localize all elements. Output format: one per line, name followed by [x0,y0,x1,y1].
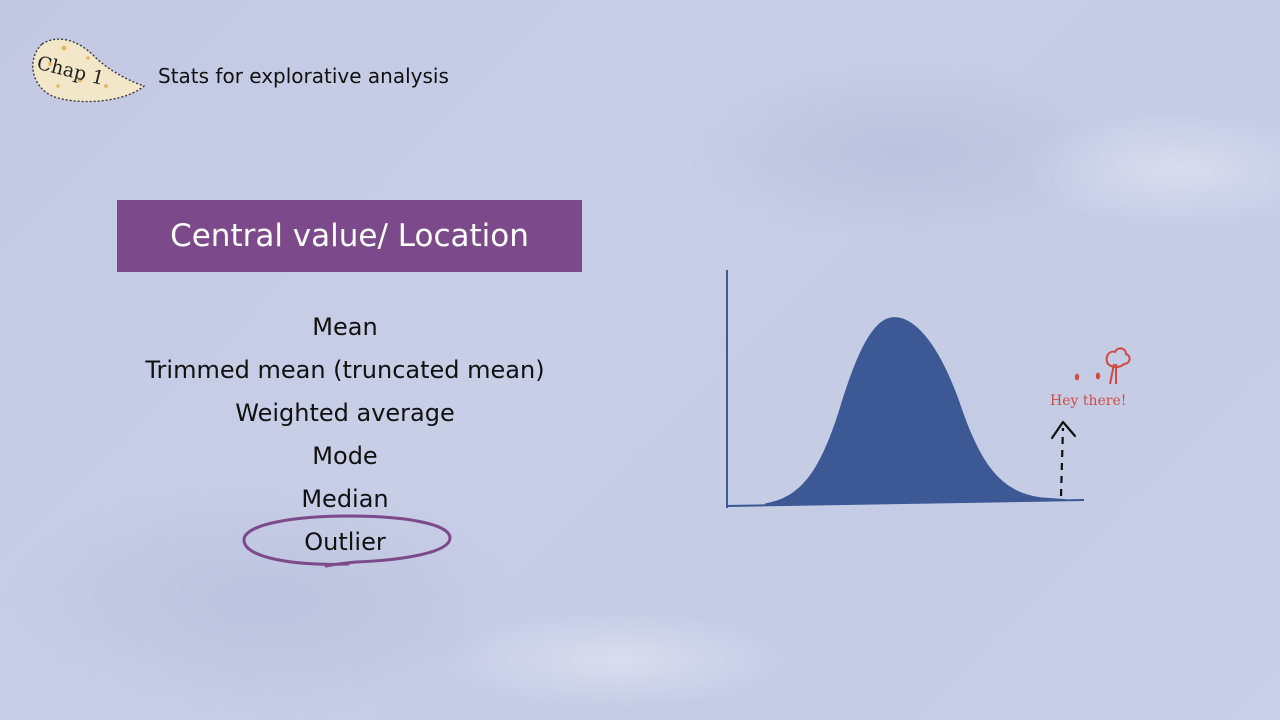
list-item: Trimmed mean (truncated mean) [145,356,545,384]
waving-character-icon [1074,347,1131,385]
highlight-ring-icon [242,514,452,568]
list-item: Median [301,485,389,513]
list-item: Mean [312,313,378,341]
list-item: Weighted average [235,399,455,427]
bell-curve [765,317,1067,506]
outlier-callout-label: Hey there! [1050,393,1127,409]
chapter-badge-icon [32,38,146,103]
section-heading: Central value/ Location [170,218,529,254]
outlier-arrow [1059,427,1065,497]
section-heading-banner: Central value/ Location [117,200,582,272]
term-list: Mean Trimmed mean (truncated mean) Weigh… [100,306,590,564]
chapter-title: Stats for explorative analysis [158,64,449,88]
list-item-highlighted: Outlier [304,528,386,556]
distribution-illustration [726,270,1085,508]
list-item: Mode [312,442,378,470]
arrow-head-icon [1050,420,1077,440]
